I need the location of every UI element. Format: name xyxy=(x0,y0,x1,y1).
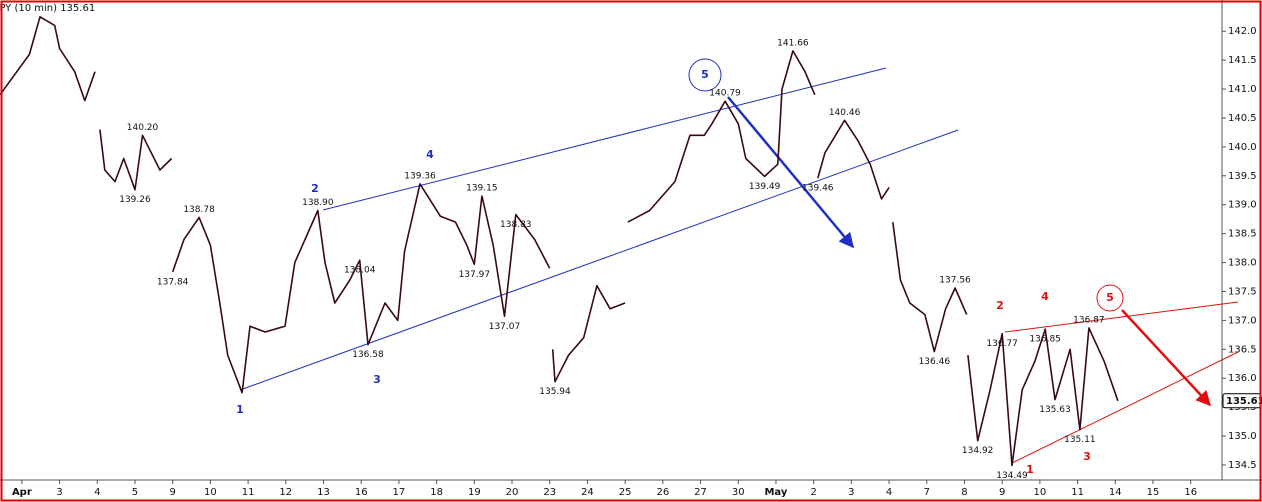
price-label: 137.56 xyxy=(939,276,971,286)
y-tick-label: 138.5 xyxy=(1228,229,1257,240)
x-tick-label: 7 xyxy=(924,487,930,498)
x-tick-label: 27 xyxy=(694,487,707,498)
y-tick-label: 137.5 xyxy=(1228,286,1257,297)
arrow xyxy=(727,96,854,249)
y-tick-label: 137.0 xyxy=(1228,315,1257,326)
price-label: 136.77 xyxy=(986,339,1018,349)
x-tick-label: 17 xyxy=(393,487,406,498)
x-tick-label: 2 xyxy=(810,487,816,498)
x-tick-label: 11 xyxy=(242,487,255,498)
x-tick-label: 15 xyxy=(1147,487,1160,498)
y-tick-label: 142.0 xyxy=(1228,26,1257,37)
x-tick-label: 23 xyxy=(543,487,556,498)
price-label: 135.94 xyxy=(539,387,571,397)
y-tick-label: 134.5 xyxy=(1228,460,1257,471)
arrow xyxy=(1121,309,1212,407)
x-tick-label: 24 xyxy=(581,487,594,498)
wave-label: 2 xyxy=(996,299,1004,312)
wave-circle xyxy=(688,58,722,92)
x-tick-label: 9 xyxy=(999,487,1005,498)
price-line xyxy=(0,16,1119,467)
wave-label: 5 xyxy=(701,68,709,81)
trend-line xyxy=(322,67,887,211)
x-tick-label: 4 xyxy=(94,487,100,498)
price-label: 138.83 xyxy=(500,220,532,230)
x-tick-label: 3 xyxy=(56,487,62,498)
price-label: 135.11 xyxy=(1064,435,1096,445)
x-tick-label: May xyxy=(764,487,787,498)
wave-label: 1 xyxy=(236,403,244,416)
x-tick-label: 4 xyxy=(886,487,892,498)
price-label: 141.66 xyxy=(777,38,809,48)
price-label: 140.46 xyxy=(829,108,861,118)
last-price-label: 135.61 xyxy=(1226,396,1262,407)
trend-line xyxy=(1004,301,1239,333)
price-label: 136.87 xyxy=(1073,315,1105,325)
y-tick-label: 139.5 xyxy=(1228,171,1257,182)
x-tick-label: 14 xyxy=(1109,487,1122,498)
price-label: 139.36 xyxy=(404,171,436,181)
price-label: 139.26 xyxy=(119,195,151,205)
x-tick-label: 13 xyxy=(317,487,330,498)
x-tick-label: 5 xyxy=(132,487,138,498)
y-tick-label: 140.0 xyxy=(1228,142,1257,153)
x-tick-label: 18 xyxy=(430,487,443,498)
price-label: 136.46 xyxy=(919,357,951,367)
wave-label: 3 xyxy=(373,373,381,386)
y-tick-label: 135.0 xyxy=(1228,431,1257,442)
y-tick-label: 136.5 xyxy=(1228,344,1257,355)
wave-label: 2 xyxy=(311,182,319,195)
price-label: 134.92 xyxy=(962,446,994,456)
x-tick-label: 12 xyxy=(279,487,292,498)
x-tick-label: 19 xyxy=(468,487,481,498)
price-label: 138.90 xyxy=(302,198,334,208)
x-tick-label: 30 xyxy=(732,487,745,498)
price-label: 140.79 xyxy=(709,89,741,99)
x-tick-label: 16 xyxy=(355,487,368,498)
price-label: 137.84 xyxy=(157,277,189,287)
wave-label: 4 xyxy=(426,148,434,161)
price-label: 137.07 xyxy=(489,322,521,332)
x-tick-label: 11 xyxy=(1071,487,1084,498)
price-label: 136.85 xyxy=(1029,335,1061,345)
price-label: 138.78 xyxy=(183,205,215,215)
price-label: 139.15 xyxy=(466,184,498,194)
wave-label: 4 xyxy=(1041,290,1049,303)
plot-layer: 134.5135.0135.5136.0136.5137.0137.5138.0… xyxy=(0,16,1262,498)
y-tick-label: 141.5 xyxy=(1228,55,1257,66)
price-label: 139.49 xyxy=(749,182,781,192)
x-tick-label: 26 xyxy=(656,487,669,498)
price-label: 139.46 xyxy=(802,184,834,194)
wave-circle xyxy=(1096,284,1124,312)
trend-line xyxy=(239,129,959,391)
x-tick-label: 10 xyxy=(1034,487,1047,498)
price-label: 134.49 xyxy=(996,471,1028,481)
x-tick-label: 8 xyxy=(961,487,967,498)
x-tick-label: 3 xyxy=(848,487,854,498)
price-label: 138.04 xyxy=(344,266,376,276)
price-label: 137.97 xyxy=(459,270,491,280)
y-tick-label: 136.0 xyxy=(1228,373,1257,384)
y-tick-label: 140.5 xyxy=(1228,113,1257,124)
y-tick-label: 141.0 xyxy=(1228,84,1257,95)
x-tick-label: 9 xyxy=(169,487,175,498)
x-tick-label: Apr xyxy=(12,487,32,498)
price-label: 136.58 xyxy=(352,350,384,360)
x-tick-label: 25 xyxy=(619,487,632,498)
chart-title: SPY (10 min) 135.61 xyxy=(0,3,95,14)
x-tick-label: 16 xyxy=(1184,487,1197,498)
x-tick-label: 10 xyxy=(204,487,217,498)
wave-label: 5 xyxy=(1106,291,1114,304)
y-tick-label: 139.0 xyxy=(1228,200,1257,211)
trend-line xyxy=(1011,351,1239,464)
wave-label: 1 xyxy=(1026,463,1034,476)
wave-label: 3 xyxy=(1083,450,1091,463)
price-label: 140.20 xyxy=(127,123,159,133)
y-tick-label: 138.0 xyxy=(1228,258,1257,269)
price-label: 135.63 xyxy=(1039,405,1071,415)
x-tick-label: 20 xyxy=(506,487,519,498)
